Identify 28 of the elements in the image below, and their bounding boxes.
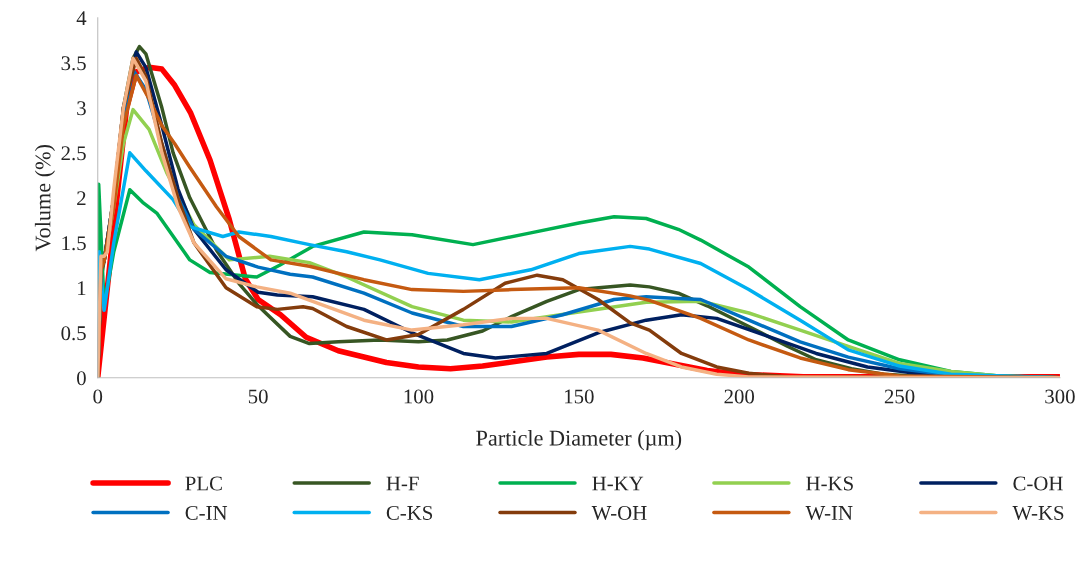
x-tick-label: 300 bbox=[1045, 389, 1075, 404]
x-tick-label: 50 bbox=[248, 389, 268, 404]
x-tick-label: 0 bbox=[93, 389, 103, 404]
y-axis-title: Volume (%) bbox=[34, 144, 56, 252]
y-tick-label: 0 bbox=[77, 371, 86, 386]
legend-label: W-IN bbox=[805, 506, 853, 521]
legend-label: H-KS bbox=[806, 476, 853, 491]
legend-label: C-IN bbox=[185, 505, 228, 520]
x-tick-label: 200 bbox=[724, 389, 755, 404]
y-tick-label: 1 bbox=[78, 281, 86, 296]
y-tick-label: 2 bbox=[77, 191, 86, 206]
x-axis-title: Particle Diameter (µm) bbox=[476, 430, 682, 451]
y-tick-label: 1.5 bbox=[62, 236, 86, 251]
y-tick-label: 2.5 bbox=[61, 146, 86, 161]
y-tick-label: 3 bbox=[77, 101, 86, 116]
x-tick-label: 100 bbox=[404, 389, 434, 404]
legend-label: W-KS bbox=[1012, 505, 1064, 521]
legend-label: C-KS bbox=[386, 505, 433, 520]
y-tick-label: 3.5 bbox=[61, 56, 86, 71]
legend-label: PLC bbox=[185, 476, 222, 491]
y-tick-label: 4 bbox=[76, 11, 87, 26]
legend-label: H-F bbox=[386, 476, 419, 491]
x-tick-label: 150 bbox=[565, 389, 594, 404]
legend-label: C-OH bbox=[1013, 476, 1063, 491]
x-tick-label: 250 bbox=[884, 389, 915, 404]
y-tick-label: 0.5 bbox=[61, 326, 86, 341]
legend-label: W-OH bbox=[591, 505, 647, 521]
legend-label: H-KY bbox=[592, 476, 644, 491]
